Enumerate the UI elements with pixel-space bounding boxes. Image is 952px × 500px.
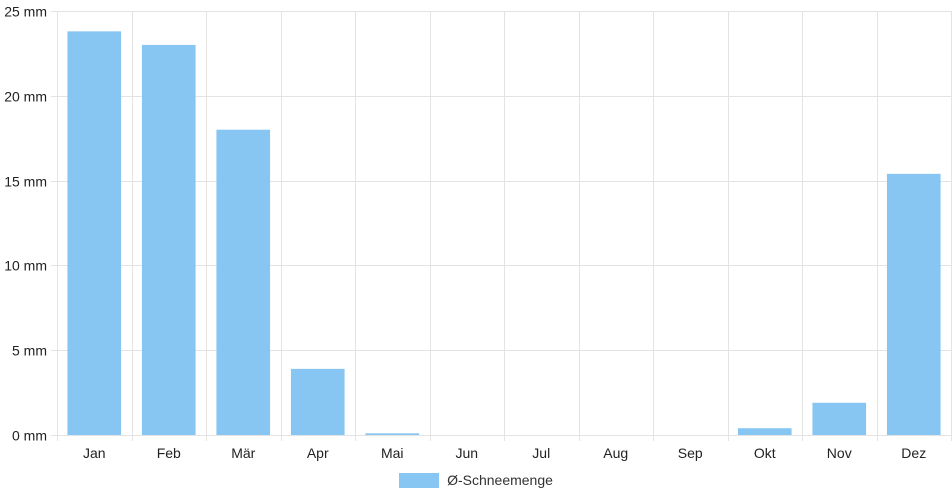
legend-swatch [399, 472, 440, 488]
bar-mai[interactable] [365, 433, 420, 435]
bar-dez[interactable] [886, 173, 941, 436]
x-tick-label: Feb [157, 445, 181, 461]
bar-mär[interactable] [216, 129, 271, 435]
snow-bar-chart: 0 mm 5 mm 10 mm 15 mm 20 mm 25 mm Jan Feb Mär Ap… [4, 4, 952, 461]
x-tick-label: Dez [901, 445, 926, 461]
legend-label: Ø-Schneemenge [447, 472, 553, 488]
y-tick-label: 0 mm [12, 428, 47, 444]
x-tick-label: Jan [83, 445, 106, 461]
x-tick-label: Mai [381, 445, 404, 461]
y-axis-ticks: 0 mm 5 mm 10 mm 15 mm 20 mm 25 mm [4, 4, 47, 444]
x-tick-label: Aug [603, 445, 628, 461]
x-tick-label: Mär [231, 445, 255, 461]
legend[interactable]: Ø-Schneemenge [0, 472, 952, 488]
y-tick-label: 10 mm [4, 258, 47, 274]
x-tick-label: Okt [754, 445, 776, 461]
x-tick-label: Apr [307, 445, 329, 461]
x-axis-ticks: Jan Feb Mär Apr Mai Jun Jul Aug Sep Okt Nov Dez [83, 445, 926, 461]
y-tick-label: 25 mm [4, 4, 47, 20]
bars [67, 31, 941, 436]
y-tick-label: 15 mm [4, 174, 47, 190]
grid-lines [51, 11, 952, 441]
x-tick-label: Nov [827, 445, 852, 461]
bar-nov[interactable] [812, 402, 867, 435]
y-tick-label: 20 mm [4, 89, 47, 105]
x-tick-label: Sep [678, 445, 703, 461]
y-tick-label: 5 mm [12, 343, 47, 359]
bar-okt[interactable] [737, 428, 792, 435]
bar-feb[interactable] [141, 44, 196, 436]
bar-apr[interactable] [290, 368, 345, 435]
bar-jan[interactable] [67, 31, 122, 436]
x-tick-label: Jul [532, 445, 550, 461]
x-tick-label: Jun [455, 445, 478, 461]
